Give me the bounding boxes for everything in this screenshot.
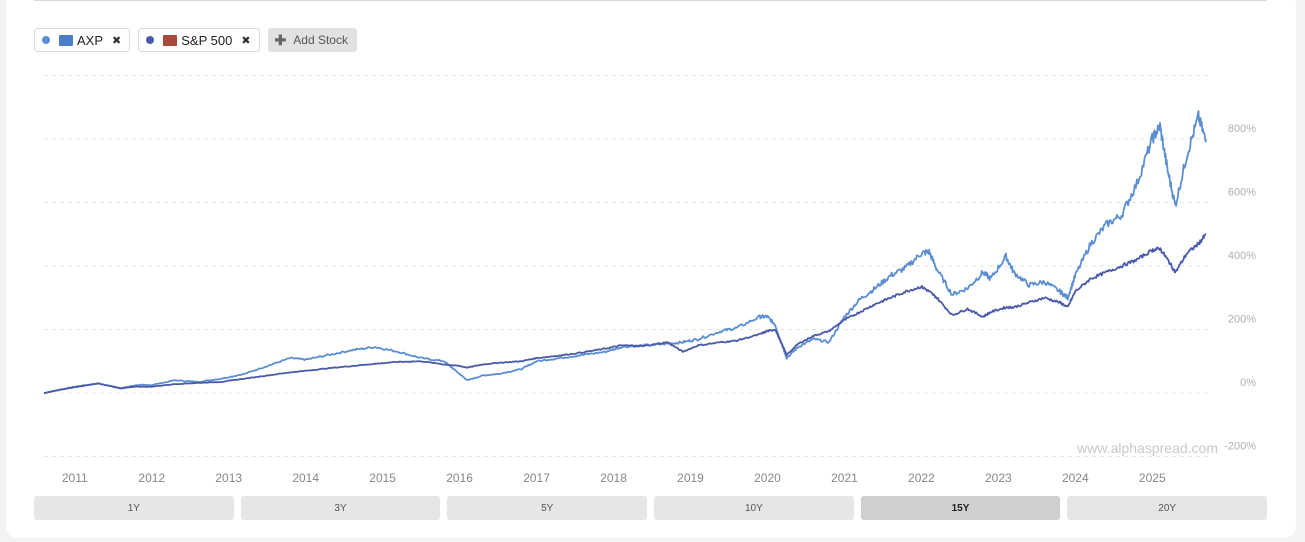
x-tick-label: 2012 [138, 471, 165, 485]
y-tick-label: 600% [1228, 187, 1256, 199]
legend-chip-sp500[interactable]: S&P 500 ✖ [138, 28, 260, 52]
x-tick-label: 2016 [446, 471, 473, 485]
chart-card [6, 0, 1296, 538]
range-button-3y[interactable]: 3Y [240, 496, 441, 520]
range-selector: 1Y 3Y 5Y 10Y 15Y 20Y [34, 496, 1268, 520]
range-button-20y[interactable]: 20Y [1067, 496, 1268, 520]
x-tick-label: 2023 [985, 471, 1012, 485]
x-tick-label: 2014 [292, 471, 319, 485]
range-button-1y[interactable]: 1Y [34, 496, 234, 520]
x-tick-label: 2020 [754, 471, 781, 485]
add-stock-label: Add Stock [293, 33, 348, 47]
x-tick-label: 2015 [369, 471, 396, 485]
x-tick-label: 2011 [62, 471, 88, 485]
y-tick-label: 800% [1228, 123, 1256, 135]
legend-label-axp: AXP [77, 32, 104, 48]
y-tick-label: 400% [1228, 250, 1256, 262]
y-tick-label: 0% [1240, 377, 1256, 389]
x-tick-label: 2022 [908, 471, 935, 485]
series-dot-icon [42, 36, 50, 44]
plus-icon: ✚ [274, 31, 287, 48]
close-icon[interactable]: ✖ [241, 34, 251, 47]
x-tick-label: 2017 [523, 471, 550, 485]
y-tick-label: 200% [1228, 314, 1256, 326]
range-button-5y[interactable]: 5Y [447, 496, 648, 520]
series-line-axp [43, 110, 1208, 394]
x-tick-label: 2024 [1062, 471, 1089, 485]
y-tick-label: -200% [1224, 441, 1256, 453]
range-button-10y[interactable]: 10Y [654, 496, 854, 520]
watermark: www.alphaspread.com [1076, 440, 1218, 456]
sp500-logo-icon [163, 34, 178, 46]
x-tick-label: 2019 [677, 471, 704, 485]
x-tick-label: 2021 [831, 471, 858, 485]
axp-logo-icon [59, 34, 73, 46]
add-stock-button[interactable]: ✚ Add Stock [267, 28, 357, 52]
legend-chip-axp[interactable]: AXP ✖ [34, 28, 131, 52]
series-dot-icon [146, 36, 155, 44]
legend-bar: AXP ✖ S&P 500 ✖ ✚ Add Stock [34, 28, 357, 54]
legend-label-sp500: S&P 500 [181, 32, 233, 48]
x-tick-label: 2013 [215, 471, 242, 485]
close-icon[interactable]: ✖ [112, 34, 122, 47]
x-tick-label: 2025 [1139, 471, 1166, 485]
divider [34, 0, 1267, 1]
range-button-15y[interactable]: 15Y [860, 496, 1061, 520]
series-line-s-p-500 [43, 233, 1207, 395]
x-tick-label: 2018 [600, 471, 627, 485]
